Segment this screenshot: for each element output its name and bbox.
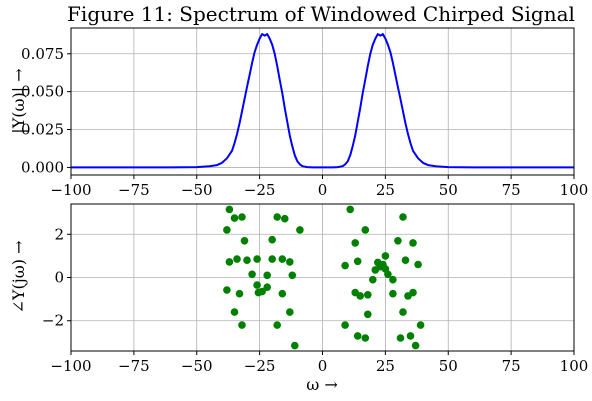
phase-point (291, 341, 299, 350)
x-tick-label: 0 (318, 357, 328, 375)
phase-point (361, 334, 370, 342)
phase-point (409, 288, 417, 297)
magnitude-grid (70, 28, 575, 175)
phase-point (253, 255, 261, 263)
phase-point (341, 261, 349, 270)
phase-point (240, 237, 249, 245)
phase-point (273, 321, 282, 329)
phase-point (364, 291, 372, 299)
x-tick-label: 25 (376, 357, 395, 375)
y-tick-label: 0.050 (21, 83, 64, 101)
phase-point (381, 252, 390, 260)
phase-point (364, 310, 372, 319)
phase-point (399, 213, 407, 221)
phase-point (268, 235, 277, 244)
phase-grid (70, 204, 575, 351)
phase-point (254, 288, 263, 297)
phase-point (268, 255, 277, 263)
magnitude-line (71, 33, 574, 169)
phase-point (230, 308, 239, 316)
phase-point (238, 213, 246, 221)
phase-point (394, 237, 402, 245)
magnitude-y-axis-label: |Y(ω)| → (9, 68, 28, 133)
y-tick-label: 0 (54, 269, 64, 287)
phase-point (288, 271, 297, 280)
phase-point (286, 258, 294, 266)
phase-point (361, 226, 370, 234)
phase-point (278, 289, 287, 298)
x-tick-label: 75 (502, 357, 521, 375)
phase-point (273, 213, 282, 221)
phase-point (296, 226, 304, 234)
x-tick-label: 100 (560, 357, 589, 375)
chart-title: Figure 11: Spectrum of Windowed Chirped … (67, 2, 575, 26)
phase-points (223, 205, 425, 350)
y-tick-label: −2 (42, 312, 64, 330)
phase-point (223, 286, 231, 294)
phase-point (233, 255, 241, 263)
phase-point (353, 257, 362, 266)
x-tick-label: −75 (118, 357, 150, 375)
phase-point (396, 334, 405, 342)
phase-point (230, 214, 239, 222)
x-tick-label: −25 (244, 181, 276, 199)
y-tick-label: 2 (54, 225, 64, 243)
magnitude-ticks: −100 −75 −50 −25 0 25 50 75 100 0.000 0.025 0.050 0.… (21, 45, 588, 199)
phase-point (263, 283, 272, 292)
phase-point (243, 256, 251, 265)
y-tick-label: 0.075 (21, 45, 64, 63)
phase-point (414, 260, 422, 269)
phase-point (238, 321, 246, 329)
phase-point (351, 239, 360, 247)
phase-point (409, 239, 417, 247)
phase-point (389, 275, 397, 284)
phase-point (369, 275, 377, 284)
phase-point (225, 205, 234, 214)
phase-point (401, 256, 410, 265)
x-tick-label: −50 (181, 181, 213, 199)
phase-y-axis-label: ∠Y(jω) → (9, 241, 28, 314)
x-tick-label: −25 (244, 357, 276, 375)
phase-panel: −100 −75 −50 −25 0 25 50 75 100 −2 0 2 ∠Y(jω) → ω → (9, 203, 588, 394)
phase-point (286, 308, 294, 316)
phase-point (278, 255, 287, 263)
x-tick-label: 100 (560, 181, 589, 199)
phase-point (406, 332, 415, 340)
y-tick-label: 0.000 (21, 158, 64, 176)
phase-point (356, 292, 365, 300)
phase-ticks: −100 −75 −50 −25 0 25 50 75 100 −2 0 2 (42, 225, 588, 375)
phase-point (399, 308, 407, 316)
phase-point (263, 271, 272, 280)
phase-point (248, 270, 256, 279)
phase-point (389, 289, 397, 298)
magnitude-panel: −100 −75 −50 −25 0 25 50 75 100 0.000 0.025 0.050 0.… (9, 27, 588, 199)
x-tick-label: 50 (439, 181, 458, 199)
phase-x-axis-label: ω → (306, 375, 338, 394)
x-tick-label: 50 (439, 357, 458, 375)
x-tick-label: −100 (50, 181, 91, 199)
x-tick-label: 25 (376, 181, 395, 199)
phase-point (341, 321, 349, 329)
x-tick-label: −75 (118, 181, 150, 199)
phase-point (353, 332, 362, 340)
x-tick-label: 0 (318, 181, 328, 199)
x-tick-label: −50 (181, 357, 213, 375)
x-tick-label: 75 (502, 181, 521, 199)
phase-point (223, 226, 231, 234)
phase-point (235, 289, 244, 298)
x-tick-label: −100 (50, 357, 91, 375)
y-tick-label: 0.025 (21, 121, 64, 139)
phase-point (411, 341, 420, 350)
phase-point (225, 258, 234, 266)
phase-point (384, 270, 392, 279)
phase-point (253, 281, 261, 289)
phase-point (416, 321, 425, 329)
phase-point (346, 205, 355, 214)
phase-point (281, 214, 289, 223)
